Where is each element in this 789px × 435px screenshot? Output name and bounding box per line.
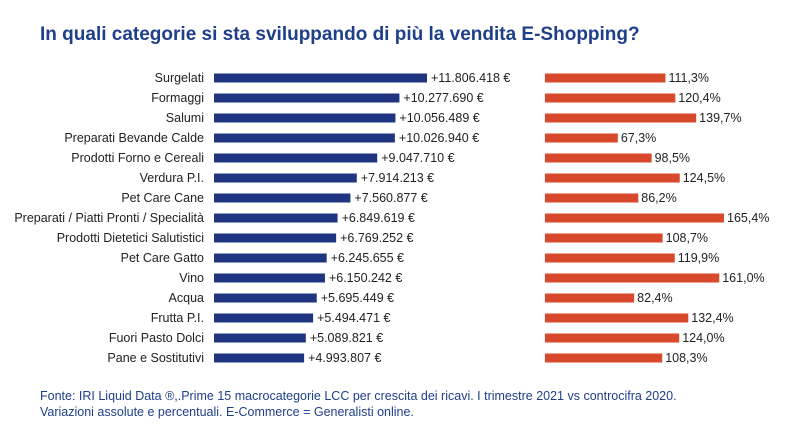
percent-bar <box>545 333 680 343</box>
absolute-value-label: +10.026.940 € <box>399 131 479 145</box>
percent-value-label: 120,4% <box>678 91 720 105</box>
absolute-value-label: +6.769.252 € <box>340 231 413 245</box>
percent-bar <box>545 133 618 143</box>
absolute-value-label: +10.056.489 € <box>399 111 479 125</box>
percent-bar <box>545 273 720 283</box>
percent-bar <box>545 233 663 243</box>
absolute-bar <box>214 173 357 183</box>
percent-value-label: 67,3% <box>621 131 656 145</box>
percent-value-label: 124,0% <box>682 331 724 345</box>
percent-value-label: 111,3% <box>668 71 709 85</box>
category-label: Preparati Bevande Calde <box>64 131 204 145</box>
category-label: Formaggi <box>151 91 204 105</box>
category-label: Pet Care Cane <box>121 191 204 205</box>
percent-bar <box>545 253 675 263</box>
absolute-value-label: +5.494.471 € <box>317 311 390 325</box>
source-footnote: Fonte: IRI Liquid Data ®,.Prime 15 macro… <box>40 388 677 420</box>
category-label: Prodotti Dietetici Salutistici <box>57 231 204 245</box>
category-label: Prodotti Forno e Cereali <box>71 151 204 165</box>
percent-value-label: 165,4% <box>727 211 769 225</box>
absolute-bar <box>214 73 427 83</box>
percent-value-label: 132,4% <box>691 311 733 325</box>
percent-value-label: 108,7% <box>666 231 708 245</box>
category-label: Preparati / Piatti Pronti / Specialità <box>14 211 204 225</box>
percent-bar <box>545 293 635 303</box>
percent-bar <box>545 153 652 163</box>
absolute-value-label: +7.914.213 € <box>361 171 434 185</box>
percent-value-label: 139,7% <box>699 111 741 125</box>
percent-bar <box>545 313 689 323</box>
category-label: Frutta P.I. <box>151 311 204 325</box>
absolute-value-label: +6.150.242 € <box>329 271 402 285</box>
percent-value-label: 108,3% <box>665 351 707 365</box>
bar-chart: Surgelati +11.806.418 € 111,3% Formaggi +10.… <box>14 71 769 365</box>
footnote-line-2: Variazioni assolute e percentuali. E-Com… <box>40 405 414 419</box>
absolute-bar <box>214 333 306 343</box>
absolute-value-label: +6.245.655 € <box>331 251 404 265</box>
percent-value-label: 98,5% <box>655 151 690 165</box>
percent-value-label: 82,4% <box>637 291 672 305</box>
absolute-bar <box>214 213 338 223</box>
chart-title: In quali categorie si sta sviluppando di… <box>40 24 640 45</box>
absolute-value-label: +5.089.821 € <box>310 331 383 345</box>
percent-bar <box>545 73 666 83</box>
percent-bar <box>545 173 680 183</box>
absolute-value-label: +10.277.690 € <box>403 91 483 105</box>
absolute-bar <box>214 313 314 323</box>
category-label: Surgelati <box>155 71 204 85</box>
absolute-bar <box>214 153 378 163</box>
absolute-value-label: +5.695.449 € <box>321 291 394 305</box>
category-label: Verdura P.I. <box>140 171 204 185</box>
category-label: Vino <box>179 271 204 285</box>
percent-value-label: 161,0% <box>722 271 764 285</box>
percent-bar <box>545 193 639 203</box>
absolute-bar <box>214 113 396 123</box>
absolute-value-label: +7.560.877 € <box>354 191 427 205</box>
category-label: Pet Care Gatto <box>121 251 204 265</box>
footnote-line-1: Fonte: IRI Liquid Data ®,.Prime 15 macro… <box>40 389 677 403</box>
category-label: Pane e Sostitutivi <box>107 351 204 365</box>
percent-value-label: 119,9% <box>678 251 719 265</box>
percent-bar <box>545 213 724 223</box>
absolute-value-label: +11.806.418 € <box>431 71 510 85</box>
category-label: Fuori Pasto Dolci <box>109 331 204 345</box>
percent-bar <box>545 113 697 123</box>
absolute-bar <box>214 93 400 103</box>
absolute-bar <box>214 353 305 363</box>
percent-value-label: 86,2% <box>641 191 676 205</box>
absolute-bar <box>214 253 327 263</box>
category-label: Acqua <box>169 291 204 305</box>
absolute-bar <box>214 193 351 203</box>
absolute-value-label: +9.047.710 € <box>381 151 454 165</box>
percent-value-label: 124,5% <box>683 171 725 185</box>
absolute-bar <box>214 273 325 283</box>
category-label: Salumi <box>166 111 204 125</box>
absolute-value-label: +4.993.807 € <box>308 351 381 365</box>
percent-bar <box>545 93 676 103</box>
absolute-bar <box>214 293 317 303</box>
percent-bar <box>545 353 663 363</box>
absolute-bar <box>214 133 395 143</box>
absolute-value-label: +6.849.619 € <box>342 211 415 225</box>
absolute-bar <box>214 233 337 243</box>
